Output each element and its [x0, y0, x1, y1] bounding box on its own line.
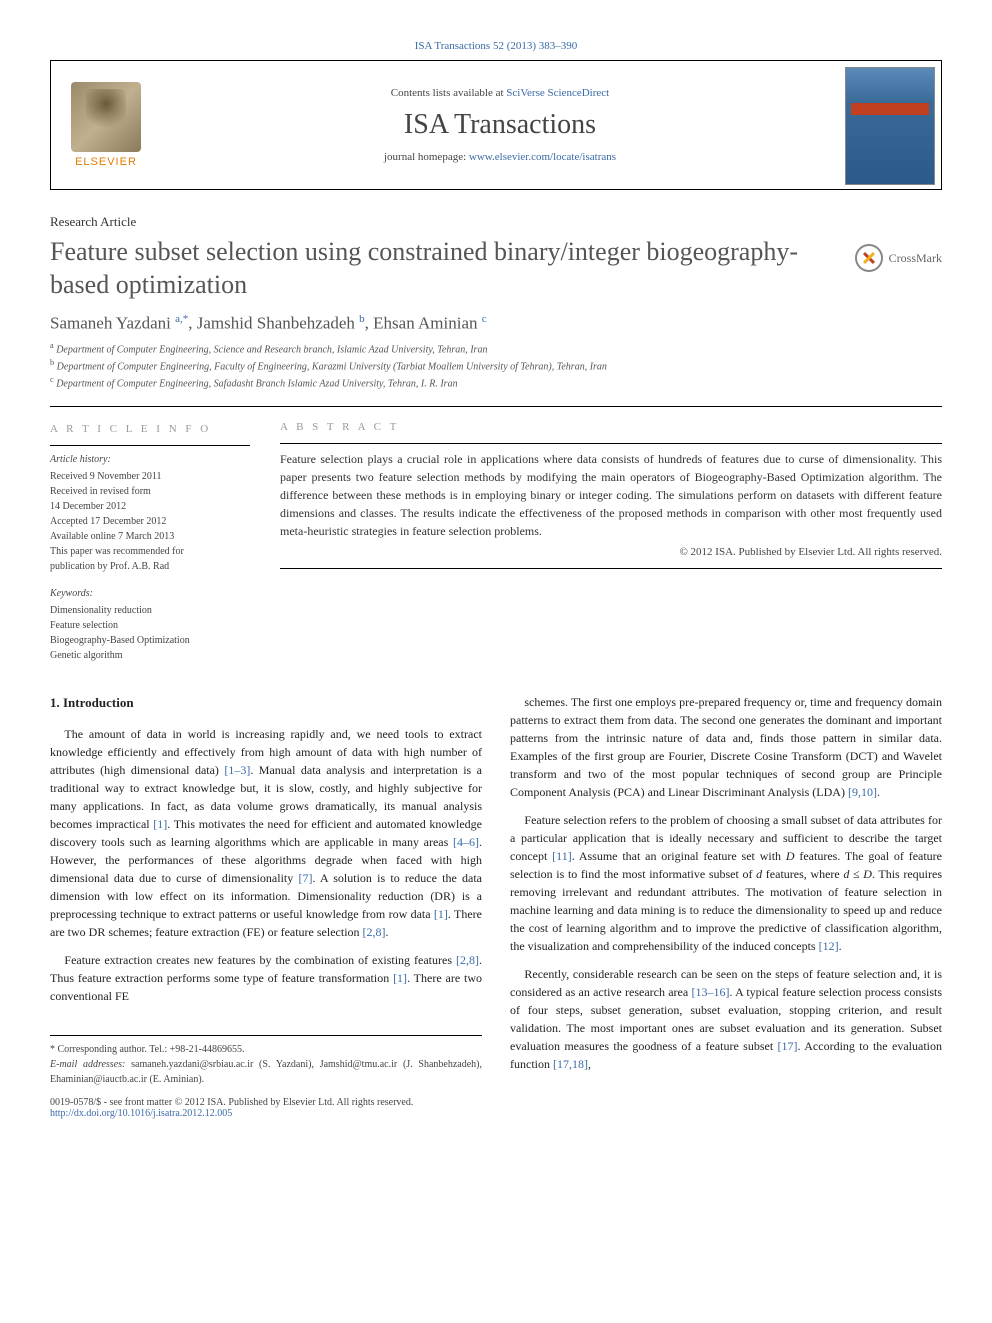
divider: [280, 443, 942, 444]
crossmark-badge[interactable]: CrossMark: [855, 244, 942, 272]
history-line: publication by Prof. A.B. Rad: [50, 559, 250, 574]
crossmark-icon: [855, 244, 883, 272]
article-info-heading: A R T I C L E I N F O: [50, 421, 250, 438]
crossmark-label: CrossMark: [889, 251, 942, 266]
elsevier-label: ELSEVIER: [75, 156, 137, 168]
body-right-column: schemes. The first one employs pre-prepa…: [510, 693, 942, 1087]
history-line: Available online 7 March 2013: [50, 529, 250, 544]
body-paragraph: schemes. The first one employs pre-prepa…: [510, 693, 942, 801]
journal-cover-thumbnail: [845, 67, 935, 185]
keyword: Genetic algorithm: [50, 648, 250, 663]
abstract-column: A B S T R A C T Feature selection plays …: [280, 421, 942, 664]
divider: [280, 568, 942, 569]
elsevier-tree-icon: [71, 82, 141, 152]
article-type: Research Article: [50, 214, 942, 230]
journal-reference: ISA Transactions 52 (2013) 383–390: [50, 40, 942, 52]
keywords-label: Keywords:: [50, 586, 250, 601]
divider: [50, 445, 250, 446]
doi-link[interactable]: http://dx.doi.org/10.1016/j.isatra.2012.…: [50, 1108, 232, 1119]
history-label: Article history:: [50, 452, 250, 467]
journal-header: ELSEVIER Contents lists available at Sci…: [50, 60, 942, 190]
footnotes: * Corresponding author. Tel.: +98-21-448…: [50, 1035, 482, 1087]
affiliations: a Department of Computer Engineering, Sc…: [50, 340, 942, 392]
keyword: Feature selection: [50, 618, 250, 633]
elsevier-logo: ELSEVIER: [51, 61, 161, 189]
authors: Samaneh Yazdani a,*, Jamshid Shanbehzade…: [50, 313, 942, 334]
footer: 0019-0578/$ - see front matter © 2012 IS…: [50, 1097, 942, 1119]
body-left-column: 1. Introduction The amount of data in wo…: [50, 693, 482, 1087]
homepage-link[interactable]: www.elsevier.com/locate/isatrans: [469, 151, 616, 163]
history-line: Received 9 November 2011: [50, 469, 250, 484]
body-paragraph: Recently, considerable research can be s…: [510, 965, 942, 1073]
history-line: 14 December 2012: [50, 499, 250, 514]
keyword: Dimensionality reduction: [50, 603, 250, 618]
history-line: This paper was recommended for: [50, 544, 250, 559]
contents-prefix: Contents lists available at: [391, 87, 506, 99]
contents-list-line: Contents lists available at SciVerse Sci…: [391, 87, 609, 99]
keyword: Biogeography-Based Optimization: [50, 633, 250, 648]
email-addresses: E-mail addresses: samaneh.yazdani@srbiau…: [50, 1057, 482, 1087]
section-heading: 1. Introduction: [50, 693, 482, 713]
article-info-column: A R T I C L E I N F O Article history: R…: [50, 421, 250, 664]
homepage-prefix: journal homepage:: [384, 151, 469, 163]
emails-label: E-mail addresses:: [50, 1059, 125, 1070]
history-line: Received in revised form: [50, 484, 250, 499]
corresponding-author: * Corresponding author. Tel.: +98-21-448…: [50, 1042, 482, 1057]
sciencedirect-link[interactable]: SciVerse ScienceDirect: [506, 87, 609, 99]
body-paragraph: The amount of data in world is increasin…: [50, 725, 482, 941]
body-paragraph: Feature extraction creates new features …: [50, 951, 482, 1005]
history-line: Accepted 17 December 2012: [50, 514, 250, 529]
divider: [50, 406, 942, 407]
affiliation: b Department of Computer Engineering, Fa…: [50, 357, 942, 374]
homepage-line: journal homepage: www.elsevier.com/locat…: [384, 151, 616, 163]
article-title: Feature subset selection using constrain…: [50, 236, 835, 301]
journal-title: ISA Transactions: [404, 109, 596, 141]
affiliation: a Department of Computer Engineering, Sc…: [50, 340, 942, 357]
abstract-copyright: © 2012 ISA. Published by Elsevier Ltd. A…: [280, 546, 942, 558]
front-matter-line: 0019-0578/$ - see front matter © 2012 IS…: [50, 1097, 942, 1108]
abstract-text: Feature selection plays a crucial role i…: [280, 450, 942, 540]
abstract-heading: A B S T R A C T: [280, 421, 942, 433]
affiliation: c Department of Computer Engineering, Sa…: [50, 374, 942, 391]
body-paragraph: Feature selection refers to the problem …: [510, 811, 942, 955]
